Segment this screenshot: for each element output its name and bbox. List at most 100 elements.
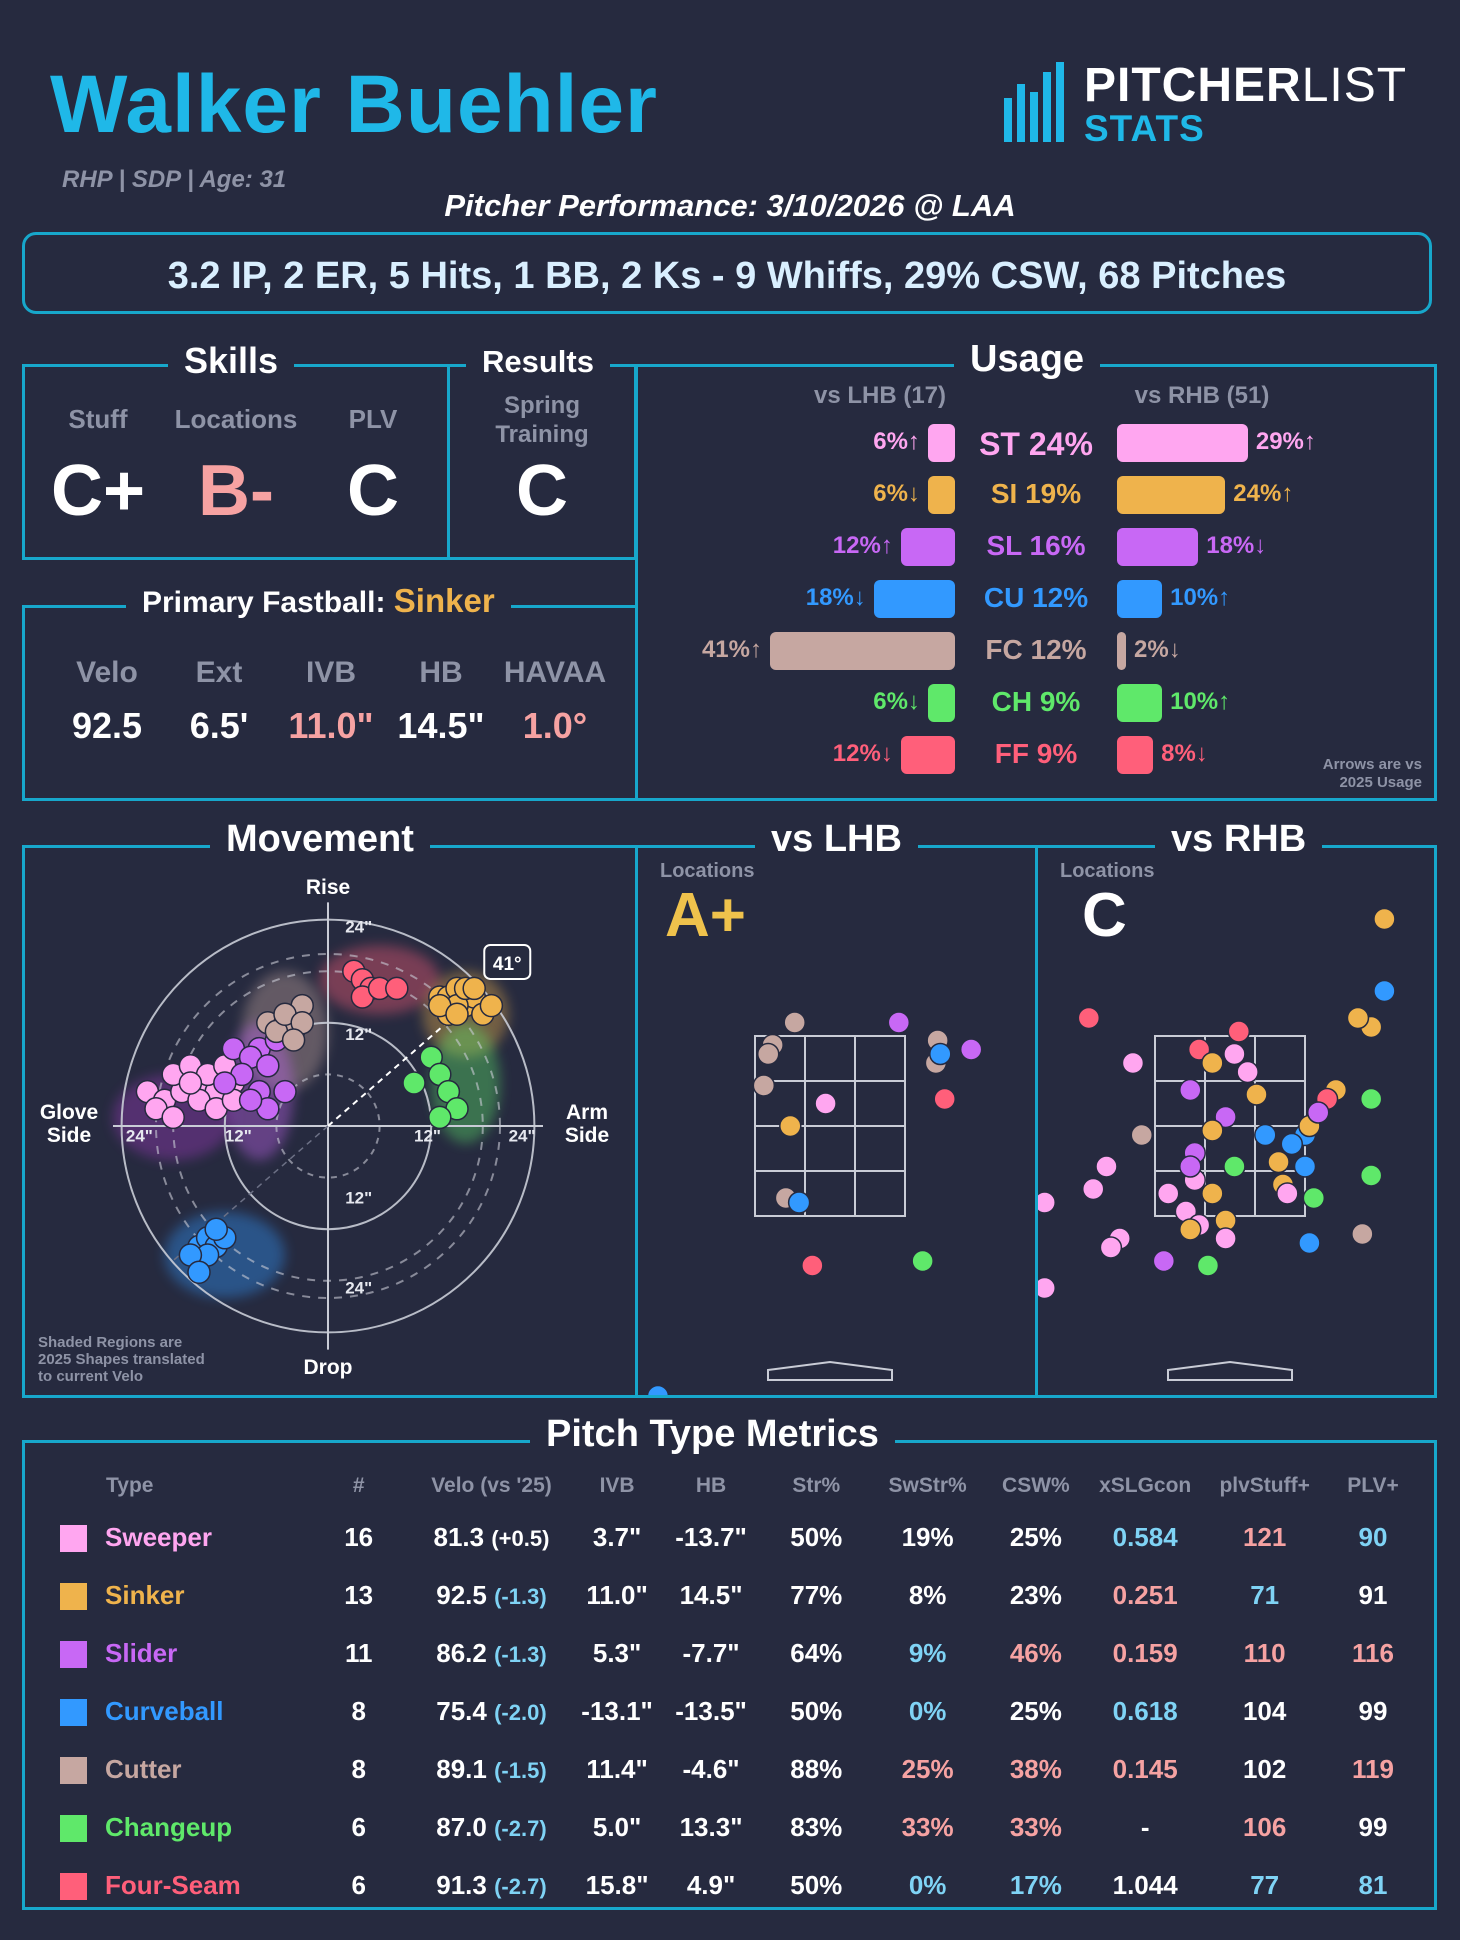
metrics-row: Sinker 13 92.5 (-1.3) 11.0" 14.5" 77% 8% 23% 0.2… (40, 1566, 1420, 1624)
lhb-home-plate (767, 1360, 893, 1381)
metrics-plvstuff: 77 (1250, 1869, 1280, 1900)
metrics-csw: 17% (1009, 1869, 1062, 1900)
rhb-point-curveball (1298, 1231, 1321, 1255)
lhb-point-slider (887, 1011, 911, 1034)
usage-bar-lhb (873, 580, 955, 618)
movement-point-sinker (462, 976, 486, 1001)
metrics-header-cell: Velo (vs '25) (431, 1474, 552, 1497)
metrics-xslgcon: 0.584 (1112, 1521, 1178, 1552)
rhb-point-sweeper (1081, 1177, 1105, 1201)
movement-point-changeup (428, 1105, 452, 1130)
usage-value-rhb: 2%↓ (1134, 636, 1181, 663)
metrics-count: 6 (351, 1811, 366, 1842)
movement-label-glove-side: Glove (40, 1101, 98, 1124)
skill-grade-locations: B- (198, 451, 274, 531)
movement-label-arm-side: Side (565, 1124, 609, 1147)
movement-label-drop: Drop (304, 1356, 353, 1379)
movement-point-cutter (281, 1028, 306, 1052)
metrics-plvstuff: 104 (1242, 1695, 1287, 1726)
results-title: Results (466, 344, 610, 380)
results-label-line2: Training (495, 421, 589, 448)
metrics-pitch-type: Slider (40, 1624, 309, 1682)
usage-pitch-label: CU 12% (983, 582, 1089, 613)
rhb-point-changeup (1359, 1164, 1383, 1187)
metrics-str: 50% (790, 1869, 843, 1900)
movement-ring-label: 24" (126, 1126, 153, 1145)
metrics-plv: 119 (1351, 1753, 1394, 1784)
lhb-point-cutter (752, 1074, 776, 1097)
metrics-csw: 23% (1009, 1579, 1062, 1610)
metrics-row: Changeup 6 87.0 (-2.7) 5.0" 13.3" 83% 33% 33% - 1… (40, 1798, 1420, 1856)
fastball-title: Primary Fastball: Sinker (126, 582, 511, 620)
logo-bars-icon (1004, 62, 1064, 142)
movement-chart: 41° 24" 12" 12" 24" 24" 12" 12" 24" Rise Drop Glove… (40, 876, 609, 1379)
metrics-velo: 92.5 (-1.3) (436, 1579, 547, 1610)
results-grade: C (516, 451, 568, 531)
rhb-point-four-seam (1187, 1038, 1211, 1061)
movement-note-line3: to current Velo (38, 1368, 144, 1385)
movement-point-slider (213, 1071, 237, 1095)
metrics-row: Curveball 8 75.4 (-2.0) -13.1" -13.5" 50% 0% 25… (40, 1682, 1420, 1740)
fastball-label-velo: Velo (76, 656, 138, 689)
rhb-point-sinker (1201, 1119, 1224, 1142)
rhb-point-sweeper (1038, 1276, 1056, 1300)
rhb-point-sweeper (1095, 1155, 1118, 1178)
metrics-plvstuff: 121 (1242, 1521, 1287, 1552)
usage-value-rhb: 24%↑ (1233, 480, 1294, 507)
movement-point-slider (256, 1054, 280, 1078)
rhb-point-slider (1179, 1155, 1202, 1178)
metrics-count: 13 (344, 1579, 374, 1610)
metrics-header-cell: # (352, 1474, 365, 1497)
rhb-point-sweeper (1038, 1191, 1056, 1214)
usage-value-rhb: 10%↑ (1170, 688, 1231, 715)
fastball-label-havaa: HAVAA (503, 656, 607, 689)
rhb-point-sinker (1245, 1083, 1268, 1106)
movement-ring-label: 12" (345, 1025, 372, 1044)
metrics-csw: 46% (1009, 1637, 1062, 1668)
metrics-count: 11 (344, 1637, 373, 1668)
metrics-xslgcon: 1.044 (1112, 1869, 1178, 1900)
lhb-point-four-seam (933, 1087, 956, 1111)
movement-title: Movement (210, 818, 430, 861)
movement-arm-angle-ext (171, 1125, 329, 1262)
usage-value-rhb: 10%↑ (1170, 584, 1231, 611)
fastball-value-havaa: 1.0° (522, 705, 588, 746)
metrics-plv: 99 (1358, 1811, 1388, 1842)
metrics-swstr: 0% (908, 1695, 947, 1726)
lhb-point-curveball (929, 1042, 952, 1066)
rhb-point-slider (1152, 1249, 1176, 1273)
metrics-xslgcon: 0.251 (1112, 1579, 1178, 1610)
lhb-location-chart (646, 1011, 983, 1395)
usage-bar-rhb (1117, 424, 1248, 462)
metrics-title: Pitch Type Metrics (530, 1413, 895, 1456)
metrics-swstr: 9% (908, 1637, 947, 1668)
metrics-swstr: 33% (901, 1811, 954, 1842)
metrics-velo: 87.0 (-2.7) (436, 1811, 547, 1842)
rhb-point-curveball (1293, 1155, 1317, 1178)
metrics-csw: 38% (1009, 1753, 1062, 1784)
pitch-color-swatch (60, 1699, 87, 1727)
metrics-count: 8 (351, 1753, 366, 1784)
metrics-row: Sweeper 16 81.3 (+0.5) 3.7" -13.7" 50% 19% 25% 0… (40, 1508, 1420, 1566)
usage-note-line2: 2025 Usage (1339, 774, 1422, 791)
metrics-ivb: -13.1" (581, 1695, 653, 1726)
lhb-point-cutter (756, 1042, 780, 1066)
metrics-plv: 99 (1358, 1695, 1388, 1726)
movement-ring-label: 24" (345, 918, 372, 937)
rhb-point-changeup (1302, 1186, 1326, 1210)
rhb-point-slider (1306, 1101, 1330, 1124)
movement-label-arm-side: Arm (566, 1101, 608, 1124)
metrics-str: 83% (790, 1811, 843, 1842)
rhb-point-changeup (1223, 1155, 1246, 1178)
metrics-header-cell: Str% (792, 1474, 841, 1497)
skills-title: Skills (168, 340, 295, 382)
metrics-xslgcon: 0.159 (1112, 1637, 1178, 1668)
movement-point-four-seam (385, 976, 409, 1001)
rhb-point-four-seam (1077, 1006, 1101, 1030)
metrics-pitch-type: Curveball (40, 1682, 309, 1740)
metrics-str: 77% (790, 1579, 843, 1610)
usage-bar-rhb (1117, 736, 1154, 774)
game-summary: 3.2 IP, 2 ER, 5 Hits, 1 BB, 2 Ks - 9 Whi… (22, 232, 1432, 314)
metrics-plvstuff: 71 (1250, 1579, 1280, 1610)
movement-ring-label: 24" (509, 1126, 536, 1145)
